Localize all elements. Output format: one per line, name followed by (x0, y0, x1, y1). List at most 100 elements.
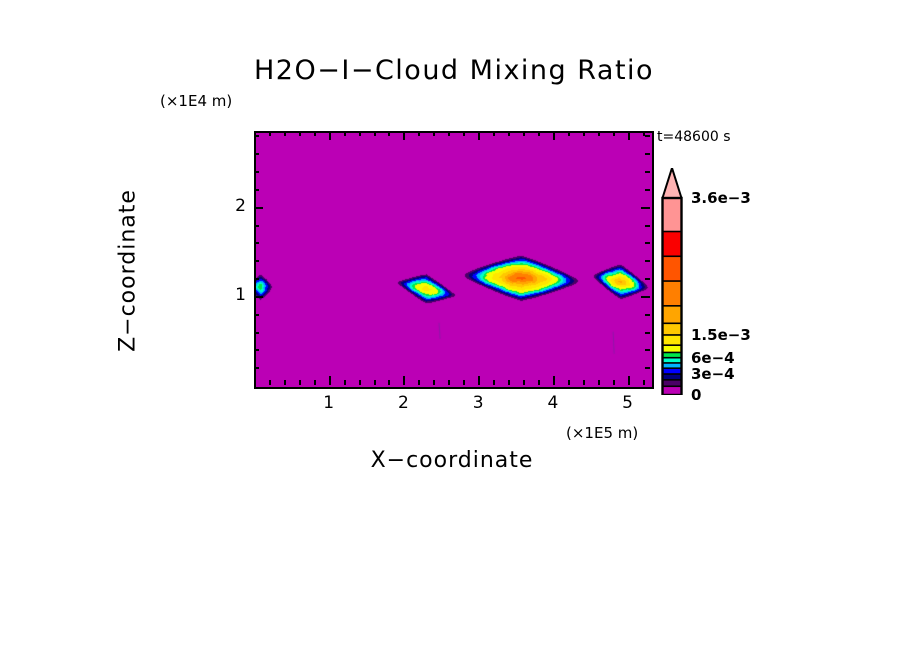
y-major-tick-right (641, 295, 650, 298)
x-major-tick-top (328, 131, 331, 140)
x-minor-tick (567, 380, 570, 385)
x-major-tick-top (403, 131, 406, 140)
timestamp-label: t=48600 s (657, 129, 731, 145)
x-major-tick-top (478, 131, 481, 140)
colorbar-tick-label: 3e−4 (691, 365, 735, 384)
x-minor-tick-top (642, 131, 645, 136)
x-minor-tick-top (418, 131, 421, 136)
y-axis-title: Z−coordinate (115, 189, 141, 352)
y-minor-tick (254, 260, 259, 263)
y-major-tick (254, 206, 263, 209)
x-minor-tick-top (537, 131, 540, 136)
x-minor-tick (612, 380, 615, 385)
x-minor-tick (268, 380, 271, 385)
colorbar (661, 168, 683, 395)
x-minor-tick-top (388, 131, 391, 136)
x-minor-tick-top (522, 131, 525, 136)
colorbar-tick-label: 1.5e−3 (691, 325, 751, 344)
x-minor-tick (418, 380, 421, 385)
x-tick-label: 2 (398, 393, 409, 413)
x-minor-tick (582, 380, 585, 385)
x-axis-title: X−coordinate (370, 448, 534, 473)
y-minor-tick (254, 171, 259, 174)
y-tick-label: 1 (235, 284, 246, 305)
y-minor-tick (254, 278, 259, 281)
x-minor-tick-top (448, 131, 451, 136)
y-major-tick (254, 295, 263, 298)
y-minor-tick (254, 367, 259, 370)
x-major-tick-top (552, 131, 555, 140)
y-minor-tick (254, 188, 259, 191)
x-minor-tick-top (313, 131, 316, 136)
x-major-tick (552, 376, 555, 385)
x-minor-tick-top (612, 131, 615, 136)
x-minor-tick-top (582, 131, 585, 136)
x-major-tick-top (627, 131, 630, 140)
x-minor-tick (642, 380, 645, 385)
x-tick-label: 5 (622, 393, 633, 413)
x-tick-label: 4 (547, 393, 559, 413)
x-minor-tick (508, 380, 511, 385)
y-minor-tick-right (645, 367, 650, 370)
x-minor-tick-top (298, 131, 301, 136)
colorbar-tick-label: 3.6e−3 (691, 189, 751, 207)
x-minor-tick-top (268, 131, 271, 136)
x-minor-tick (448, 380, 451, 385)
contour-plot-area (254, 131, 654, 389)
x-minor-tick (313, 380, 316, 385)
y-tick-label: 2 (235, 195, 246, 216)
x-major-tick (478, 376, 481, 385)
y-minor-tick-right (645, 331, 650, 334)
page-title: H2O−I−Cloud Mixing Ratio (254, 55, 655, 86)
y-minor-tick (254, 153, 259, 156)
y-axis-unit-label: (×1E4 m) (160, 92, 233, 110)
x-minor-tick (388, 380, 391, 385)
x-minor-tick (463, 380, 466, 385)
x-minor-tick-top (463, 131, 466, 136)
x-major-tick (403, 376, 406, 385)
x-minor-tick-top (343, 131, 346, 136)
x-minor-tick-top (283, 131, 286, 136)
y-minor-tick (254, 349, 259, 352)
x-minor-tick (283, 380, 286, 385)
colorbar-tick-label: 0 (691, 386, 702, 404)
x-major-tick (627, 376, 630, 385)
y-minor-tick-right (645, 135, 650, 138)
contour-field-canvas (256, 133, 652, 387)
x-minor-tick (522, 380, 525, 385)
y-minor-tick (254, 331, 259, 334)
x-tick-label: 3 (472, 393, 484, 413)
x-axis-unit-label: (×1E5 m) (566, 424, 639, 442)
y-minor-tick-right (645, 171, 650, 174)
x-minor-tick (597, 380, 600, 385)
x-major-tick (328, 376, 331, 385)
x-minor-tick-top (508, 131, 511, 136)
x-minor-tick (373, 380, 376, 385)
y-major-tick-right (641, 206, 650, 209)
y-minor-tick-right (645, 313, 650, 316)
x-minor-tick-top (373, 131, 376, 136)
y-minor-tick-right (645, 278, 650, 281)
y-minor-tick-right (645, 188, 650, 191)
x-minor-tick (433, 380, 436, 385)
x-minor-tick (537, 380, 540, 385)
y-minor-tick (254, 224, 259, 227)
x-minor-tick-top (567, 131, 570, 136)
colorbar-tick-label: 6e−4 (691, 348, 735, 367)
x-tick-label: 1 (323, 393, 335, 413)
x-minor-tick-top (493, 131, 496, 136)
x-minor-tick (493, 380, 496, 385)
y-minor-tick-right (645, 153, 650, 156)
y-minor-tick (254, 313, 259, 316)
x-minor-tick (343, 380, 346, 385)
y-minor-tick (254, 135, 259, 138)
x-minor-tick-top (597, 131, 600, 136)
y-minor-tick-right (645, 224, 650, 227)
x-minor-tick-top (433, 131, 436, 136)
x-minor-tick (298, 380, 301, 385)
x-minor-tick (358, 380, 361, 385)
y-minor-tick-right (645, 260, 650, 263)
y-minor-tick (254, 242, 259, 245)
x-minor-tick-top (358, 131, 361, 136)
